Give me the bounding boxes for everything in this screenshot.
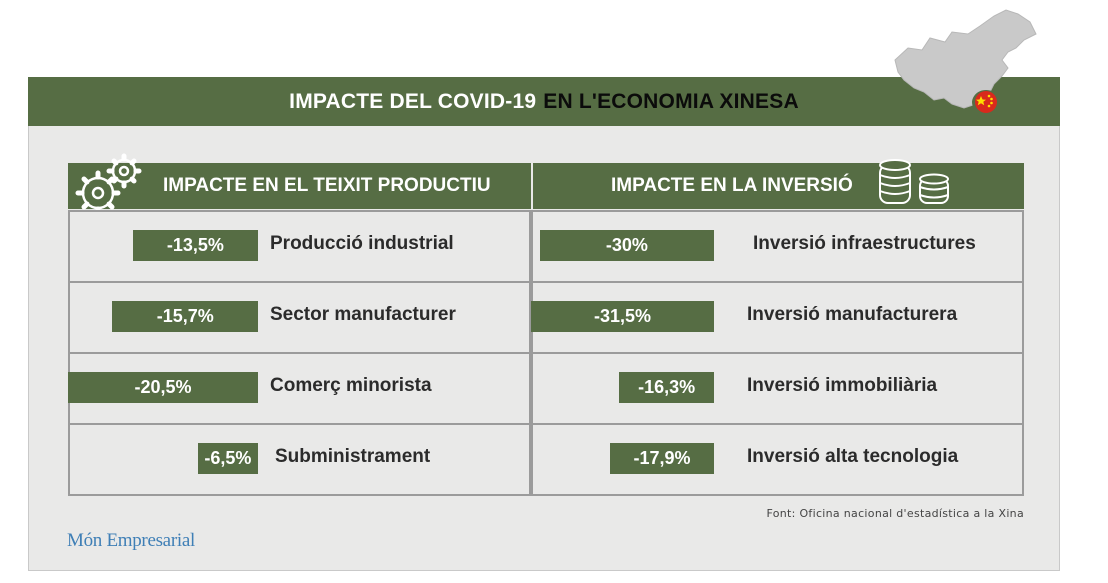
title-part1: IMPACTE DEL COVID-19 <box>289 89 537 113</box>
bar-category-label: Inversió alta tecnologia <box>747 446 959 467</box>
brand-logo: Món Empresarial <box>67 530 195 551</box>
table-row <box>68 423 531 496</box>
bar-category-label: Subministrament <box>275 446 431 467</box>
coin-stacks-icon <box>879 159 949 204</box>
header-investment-label: IMPACTE EN LA INVERSIÓ <box>611 175 853 196</box>
bar-value: -15,7% <box>112 301 258 332</box>
china-map-icon <box>894 9 1037 126</box>
gears-icon <box>75 153 142 216</box>
header-productive-fabric: IMPACTE EN EL TEIXIT PRODUCTIU <box>68 163 531 209</box>
title-bar: IMPACTE DEL COVID-19 EN L'ECONOMIA XINES… <box>28 77 1060 126</box>
title-part2: EN L'ECONOMIA XINESA <box>543 89 799 113</box>
bar-category-label: Inversió immobiliària <box>747 375 938 396</box>
bar-category-label: Producció industrial <box>270 233 454 254</box>
source-note: Font: Oficina nacional d'estadística a l… <box>766 507 1024 520</box>
bar-value: -20,5% <box>68 372 258 403</box>
bar-value: -13,5% <box>132 230 258 261</box>
bar-value: -6,5% <box>197 443 258 474</box>
header-productive-fabric-label: IMPACTE EN EL TEIXIT PRODUCTIU <box>163 175 491 196</box>
bar-value: -17,9% <box>610 443 714 474</box>
bar-category-label: Sector manufacturer <box>270 304 456 325</box>
bar-category-label: Inversió infraestructures <box>753 233 976 254</box>
bar-category-label: Comerç minorista <box>270 375 432 396</box>
impact-grid: IMPACTE EN EL TEIXIT PRODUCTIU IMPACTE E… <box>68 153 1024 496</box>
bar-value: -30% <box>539 230 714 261</box>
bar-value: -31,5% <box>531 301 714 332</box>
bar-category-label: Inversió manufacturera <box>747 304 958 325</box>
bar-value: -16,3% <box>619 372 714 403</box>
